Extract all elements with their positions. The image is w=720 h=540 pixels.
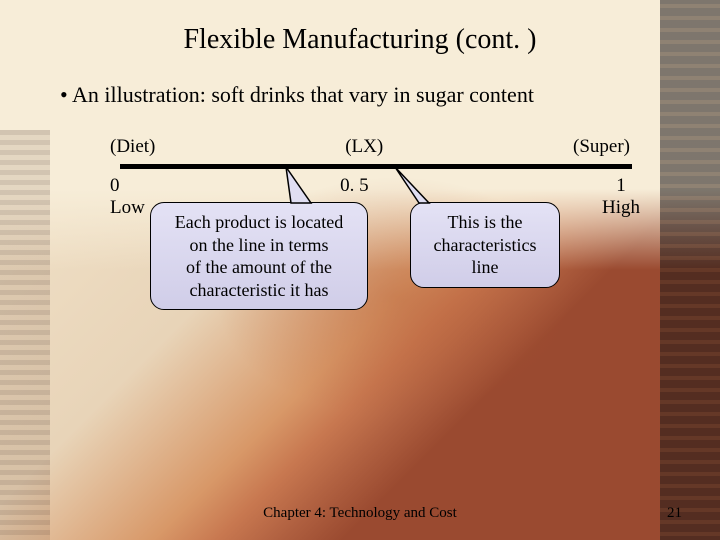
callout-right-l1: This is the <box>425 211 545 234</box>
callout-left-l2: on the line in terms <box>165 234 353 257</box>
axis-right-label: High <box>602 197 640 219</box>
characteristics-diagram: (Diet) (LX) (Super) 0 Low 0. 5 1 High Ea… <box>80 136 640 386</box>
axis-left-value: 0 <box>110 175 145 197</box>
footer-text: Chapter 4: Technology and Cost <box>0 505 720 522</box>
slide-title: Flexible Manufacturing (cont. ) <box>40 24 680 56</box>
label-lx: (LX) <box>345 136 383 158</box>
bullet-text: An illustration: soft drinks that vary i… <box>60 82 680 108</box>
top-labels-row: (Diet) (LX) (Super) <box>80 136 640 158</box>
callout-left: Each product is located on the line in t… <box>150 202 368 310</box>
callout-right: This is the characteristics line <box>410 202 560 288</box>
label-super: (Super) <box>573 136 630 158</box>
slide: Flexible Manufacturing (cont. ) An illus… <box>0 0 720 540</box>
callout-left-pointer <box>281 167 321 207</box>
axis-mid-value: 0. 5 <box>340 175 369 197</box>
callout-right-l2: characteristics <box>425 234 545 257</box>
page-number: 21 <box>667 505 682 522</box>
callout-left-l1: Each product is located <box>165 211 353 234</box>
callout-left-l4: characteristic it has <box>165 279 353 302</box>
callout-left-l3: of the amount of the <box>165 256 353 279</box>
callout-right-l3: line <box>425 256 545 279</box>
axis-right-value: 1 <box>602 175 640 197</box>
callout-right-pointer <box>391 167 431 207</box>
label-diet: (Diet) <box>110 136 155 158</box>
axis-left-label: Low <box>110 197 145 219</box>
